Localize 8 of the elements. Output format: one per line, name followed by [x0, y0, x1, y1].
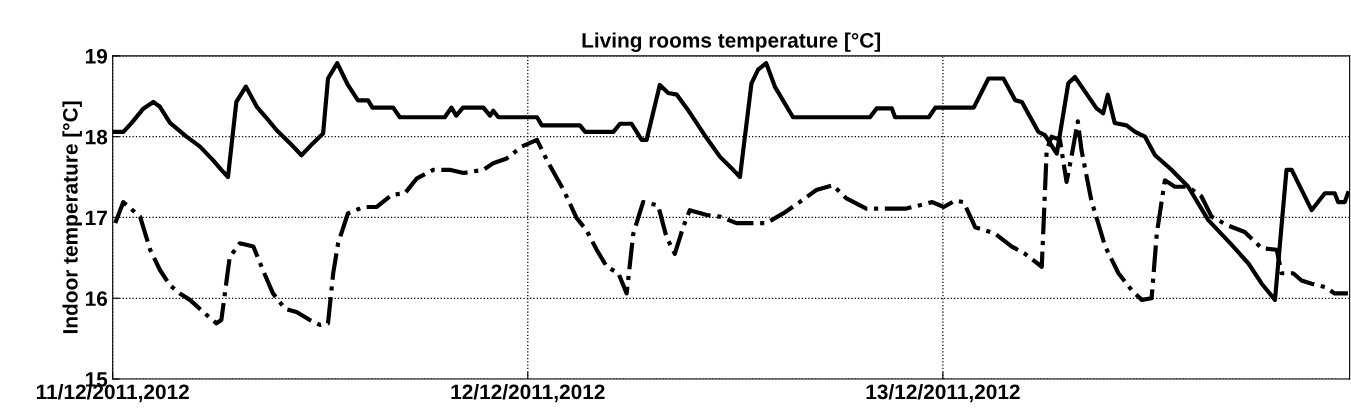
y-axis-title: Indoor temperature [°C]	[62, 101, 82, 334]
y-tick-label: 17	[85, 210, 107, 226]
y-tick-label: 16	[85, 291, 108, 307]
y-tick-label: 19	[85, 48, 108, 64]
y-tick-label: 18	[85, 129, 108, 145]
x-tick-label: 13/12/2011,2012	[866, 383, 1020, 403]
x-tick-label: 12/12/2011,2012	[451, 383, 605, 403]
chart-title: Living rooms temperature [°C]	[582, 32, 881, 52]
